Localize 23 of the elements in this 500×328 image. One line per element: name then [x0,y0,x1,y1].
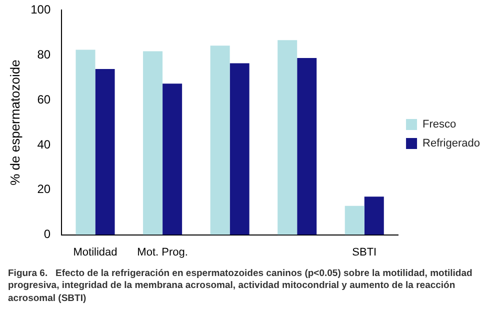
bar [162,84,182,235]
x-tick-label: Mot. Prog. [137,246,188,258]
y-tick-label: 20 [37,182,51,196]
bar [344,206,364,235]
bar [76,50,96,235]
x-tick-label: SBTI [352,246,377,258]
y-tick-label: 40 [37,137,51,152]
y-axis-title: % de espermatozoide [7,60,22,186]
bar [143,51,163,235]
legend-label: Fresco [422,118,456,131]
y-tick-label: 0 [44,227,51,242]
x-tick-label: Motilidad [73,246,118,258]
bar [278,40,298,235]
text: Figura 6. Efecto de la refrigeración en espermatozoides caninos (p<0.05) sobre la motilidad, motilidad progresiva, integridad de la membrana acrosomal, actividad mitocondrial y aumento de la reacción acrosomal (SBTI) [8,268,474,306]
bar [297,58,317,235]
bar [95,69,115,235]
legend-label: Refrigerado [422,138,480,150]
y-tick-label: 60 [37,92,51,106]
y-tick-label: 80 [37,47,51,62]
y-tick-label: 100 [30,2,51,17]
bar [364,196,384,235]
bar [230,63,250,235]
bar [210,46,230,235]
